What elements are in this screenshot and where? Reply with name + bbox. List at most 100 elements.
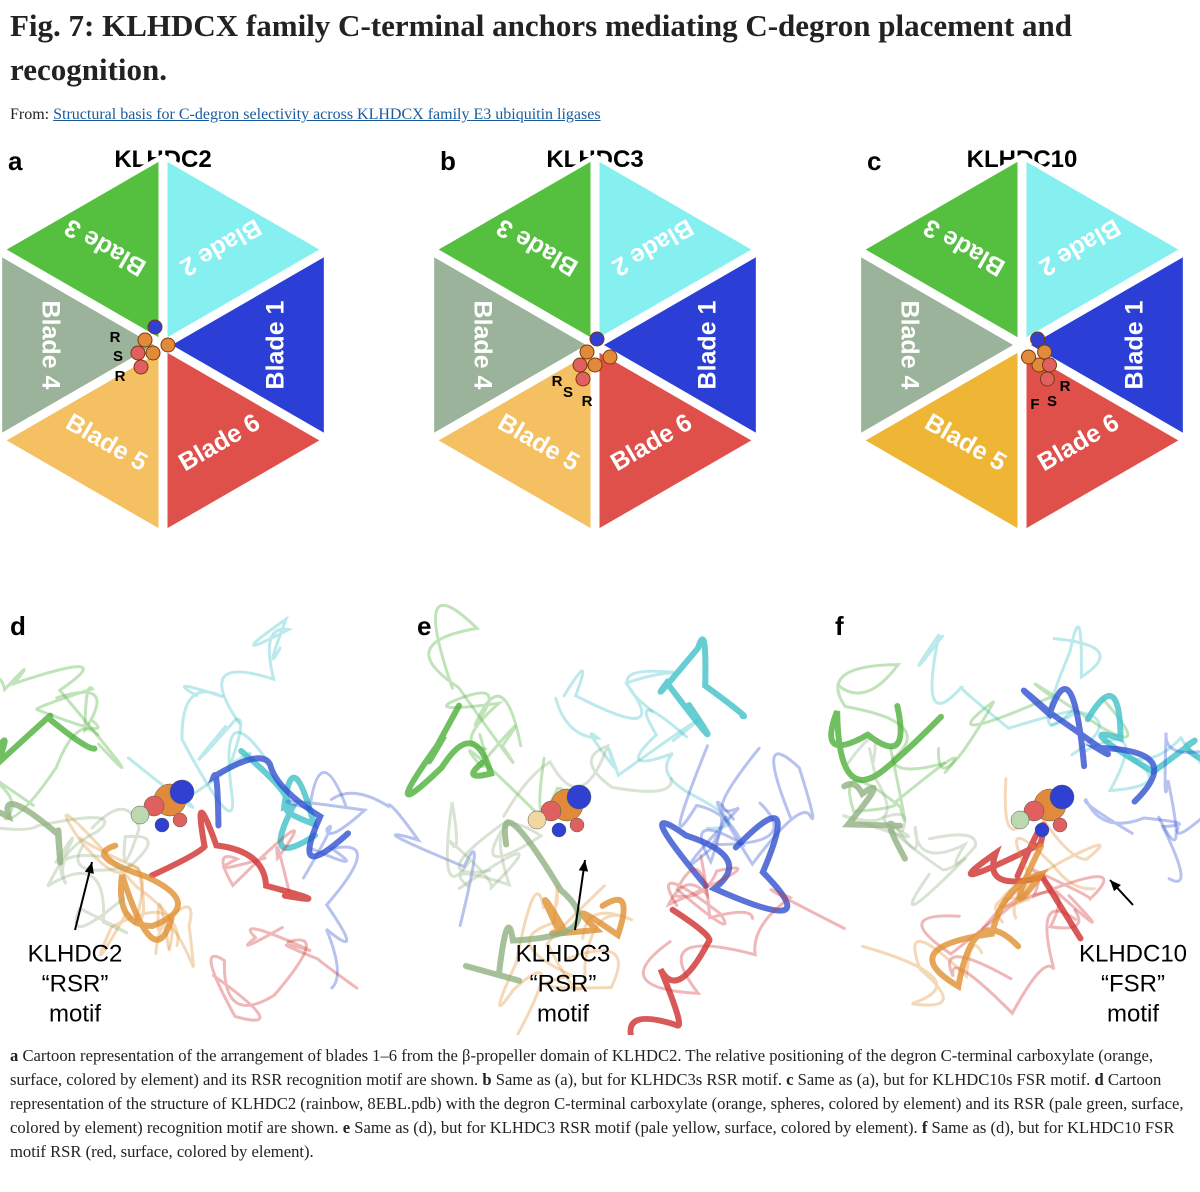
blade — [429, 248, 596, 442]
blade — [0, 153, 164, 346]
blade — [428, 344, 596, 537]
protein-ribbon — [207, 755, 352, 860]
protein-ribbon — [35, 686, 100, 735]
motif-letter: R — [1060, 378, 1071, 395]
protein-ribbon — [689, 746, 776, 866]
motif-letter: R — [110, 329, 121, 346]
protein-ribbon — [929, 843, 1049, 992]
figure-title: Fig. 7: KLHDCX family C-terminal anchors… — [10, 8, 1072, 87]
caption-text: Same as (d), but for KLHDC10 FSR motif R… — [10, 1118, 1175, 1161]
blade — [1021, 248, 1188, 442]
blade — [0, 344, 164, 537]
caption-label: d — [1094, 1070, 1104, 1089]
motif-letter: R — [582, 393, 593, 410]
protein-ribbon — [527, 884, 620, 990]
structure-label: KLHDC10 — [1079, 940, 1187, 967]
molecule-atom — [589, 331, 605, 347]
protein-ribbon — [445, 802, 521, 892]
molecule-atom — [1037, 344, 1053, 360]
protein-ribbon — [841, 736, 911, 839]
motif-letter: S — [113, 348, 123, 365]
protein-ribbon — [659, 815, 791, 914]
blade — [594, 344, 762, 537]
panel-letter: d — [10, 611, 26, 641]
structure-label: motif — [537, 1000, 589, 1027]
arrow-head — [1110, 880, 1121, 892]
protein-ribbon — [848, 747, 957, 822]
caption-label: a — [10, 1046, 19, 1065]
panel-letter: f — [835, 611, 844, 641]
source-link[interactable]: Structural basis for C-degron selectivit… — [53, 106, 601, 123]
protein-ribbon — [101, 842, 181, 943]
protein-ribbon — [238, 747, 319, 852]
ligand-atom — [1052, 817, 1068, 833]
molecule-atom — [147, 319, 163, 335]
protein-ribbon — [404, 702, 495, 798]
protein-ribbon — [641, 888, 846, 996]
blade — [162, 248, 329, 442]
motif-letter: F — [1030, 396, 1039, 413]
caption: a Cartoon representation of the arrangem… — [10, 1044, 1190, 1164]
protein-ribbon — [220, 615, 294, 725]
protein-ribbon — [828, 703, 944, 783]
structure-label: KLHDC2 — [28, 940, 123, 967]
protein-ribbon — [1157, 732, 1200, 842]
protein-ribbon — [841, 781, 908, 862]
molecule-atom — [133, 359, 149, 375]
source-prefix: From: — [10, 106, 50, 123]
protein-ribbon — [1003, 777, 1102, 920]
protein-ribbon — [545, 884, 634, 991]
protein-ribbon — [154, 903, 196, 968]
protein-ribbon — [1046, 625, 1102, 757]
panel-letter: b — [440, 146, 456, 176]
structure-label: motif — [1107, 1000, 1159, 1027]
molecule-atom — [130, 345, 146, 361]
caption-text: Cartoon representation of the arrangemen… — [10, 1046, 1154, 1089]
molecule-atom — [1030, 331, 1046, 347]
protein-ribbon — [126, 717, 252, 809]
ligand-atom — [169, 779, 195, 805]
blade — [162, 153, 330, 346]
ligand-atom — [130, 805, 150, 825]
ligand-atom — [1034, 822, 1050, 838]
protein-ribbon — [209, 938, 308, 1022]
arrow-head — [84, 862, 94, 874]
ligand-atom — [566, 784, 592, 810]
panel-letter: c — [867, 146, 881, 176]
protein-ribbon — [948, 909, 1078, 1016]
protein-ribbon — [0, 727, 100, 821]
protein-ribbon — [180, 684, 267, 813]
molecule-atom — [160, 337, 176, 353]
ligand-atom — [1023, 800, 1045, 822]
blade — [162, 344, 330, 537]
protein-ribbon — [627, 906, 713, 1035]
motif-letter: S — [1047, 393, 1057, 410]
protein-ribbon — [994, 836, 1096, 924]
protein-ribbon — [1175, 817, 1200, 835]
panel-letter: e — [417, 611, 431, 641]
motif-letter: R — [115, 368, 126, 385]
structure-label: “RSR” — [42, 970, 109, 997]
molecule-atom — [572, 357, 588, 373]
protein-ribbon — [1084, 693, 1200, 776]
arrow-head — [578, 860, 589, 872]
blade — [1021, 344, 1189, 537]
structure-label: “FSR” — [1101, 970, 1165, 997]
protein-ribbon — [1020, 686, 1158, 805]
protein-ribbon — [427, 603, 517, 764]
structure-label: “RSR” — [530, 970, 597, 997]
blade-label: Blade 4 — [468, 301, 496, 390]
protein-ribbon — [562, 669, 676, 720]
blade-label: Blade 4 — [36, 301, 64, 390]
arrow-line — [574, 859, 586, 931]
blade-label: Blade 1 — [694, 300, 722, 389]
protein-ribbon — [715, 752, 815, 867]
structure-label: motif — [49, 1000, 101, 1027]
protein-ribbon — [882, 812, 977, 872]
protein-ribbon — [462, 819, 582, 984]
protein-ribbon — [457, 818, 544, 888]
caption-label: b — [482, 1070, 492, 1089]
protein-ribbon — [1083, 798, 1183, 883]
blade — [594, 153, 762, 346]
